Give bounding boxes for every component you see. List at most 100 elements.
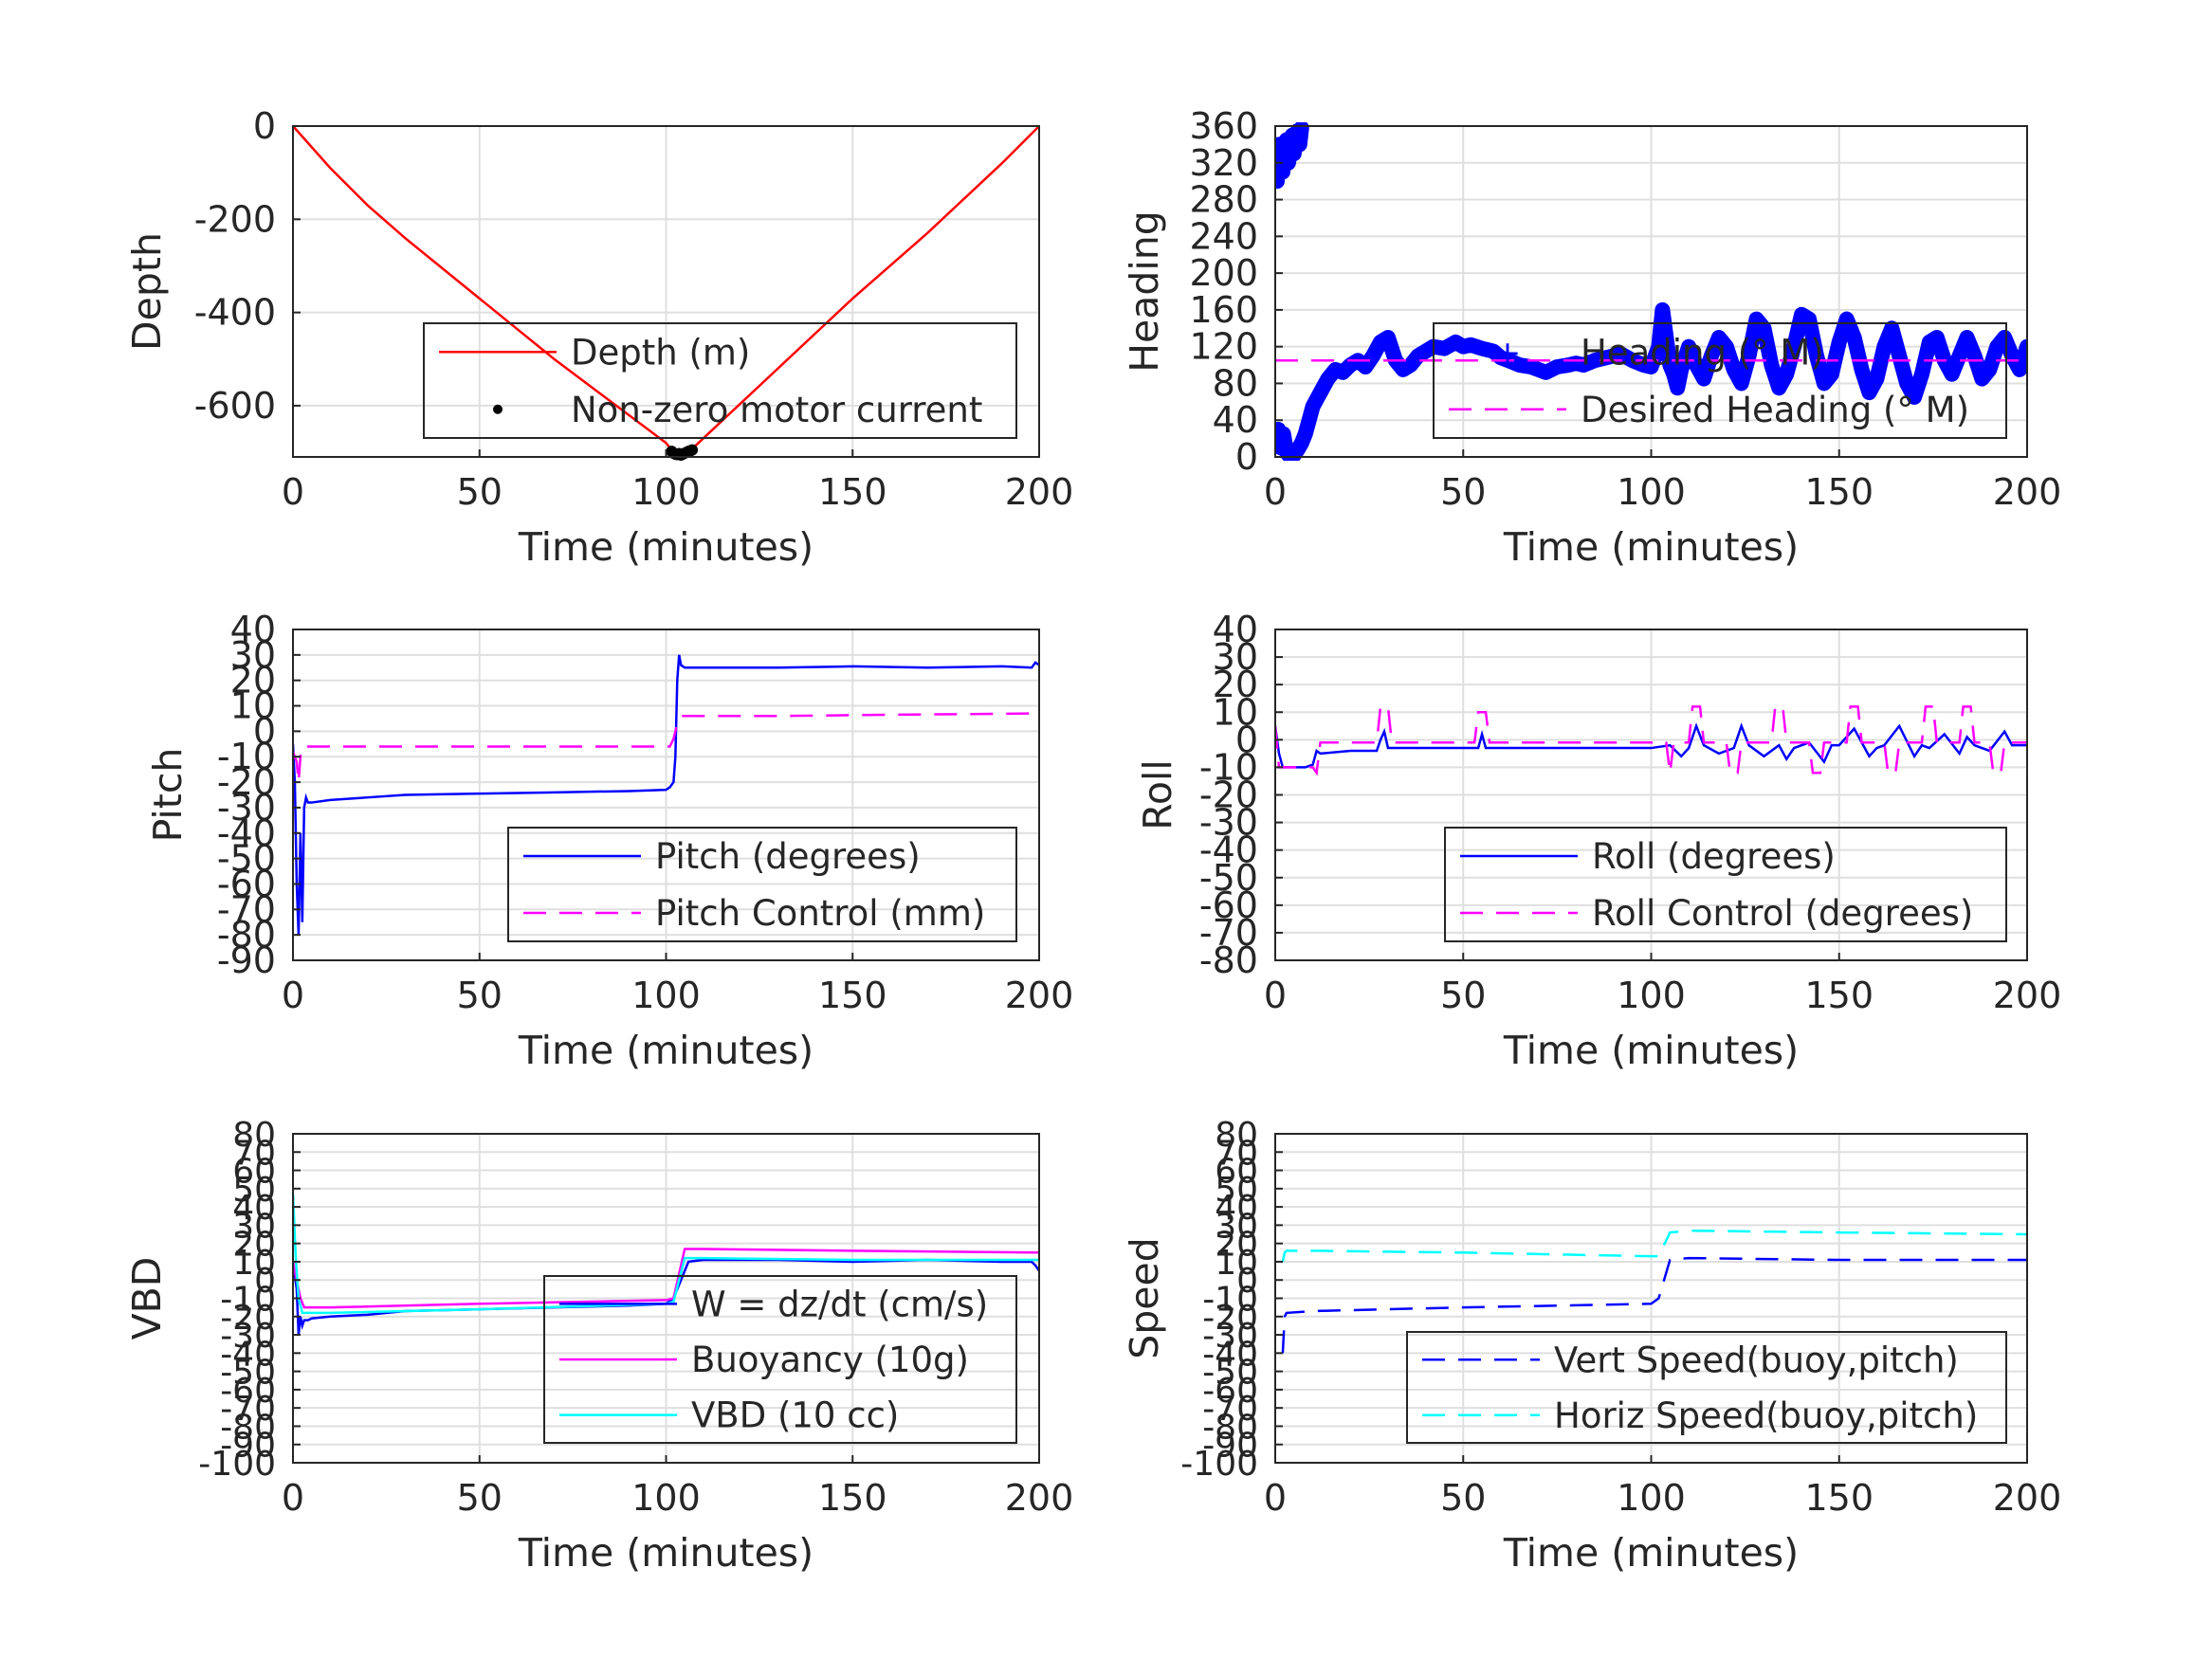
legend: W = dz/dt (cm/s) Buoyancy (10g) VBD (10 cc… [543,1275,1017,1444]
y-tick-label: -10 [1202,1281,1258,1320]
series-group [1275,122,2027,461]
y-tick-label: 360 [1189,105,1258,147]
y-tick-label: 30 [1215,1207,1258,1246]
y-tick-label: -30 [220,1317,276,1356]
y-tick-label: 40 [1213,399,1258,441]
x-tick-label: 200 [1993,1477,2062,1519]
x-tick-label: 100 [1617,471,1686,513]
x-tick-label: 200 [1005,975,1074,1016]
series-pitch-control-mm [293,712,1039,783]
series-group [293,654,1039,936]
series-group [1281,1229,2027,1354]
x-axis-label: Time (minutes) [518,1530,814,1576]
y-tick-label: -20 [217,761,276,803]
legend-label: VBD (10 cc) [691,1395,899,1436]
y-tick-label: 0 [1236,1262,1258,1301]
y-tick-label: -20 [220,1299,276,1338]
x-tick-label: 50 [457,975,503,1016]
chart-panel-heading: 0 50 100 150 20004080120160200240280320360Ti… [1122,105,2061,570]
legend-label: Roll (degrees) [1592,836,1836,877]
y-tick-label: 80 [232,1116,276,1155]
legend-box [543,1275,1017,1444]
y-tick-label: -70 [1202,1390,1258,1429]
legend-label: Buoyancy (10g) [691,1340,969,1380]
legend: + Heading (° M) Desired Heading (° M) [1433,322,2007,439]
y-tick-label: -10 [1199,746,1258,788]
legend: Depth (m) Non-zero motor current [423,322,1017,439]
y-tick-label: -90 [217,939,276,981]
x-tick-label: 100 [1617,1477,1686,1519]
x-tick-label: 150 [818,471,887,513]
y-tick-label: 50 [1215,1171,1258,1210]
series-pitch-degrees [293,654,1039,936]
y-tick-label: -30 [1202,1317,1258,1356]
x-tick-label: 200 [1993,975,2062,1016]
y-tick-label: 120 [1189,326,1258,368]
legend: Roll (degrees) Roll Control (degrees) [1444,827,2007,942]
y-tick-label: 40 [232,1189,276,1228]
x-tick-label: 150 [818,975,887,1016]
y-tick-label: 70 [232,1134,276,1173]
series-heading-m [1275,122,1309,190]
x-axis-label: Time (minutes) [1503,1530,1799,1576]
y-tick-label: 0 [253,105,276,147]
y-tick-label: -40 [1202,1335,1258,1374]
y-tick-label: -30 [1199,802,1258,844]
y-tick-label: -600 [194,385,276,427]
y-tick-label: 50 [232,1171,276,1210]
y-tick-label: 10 [1215,1244,1258,1283]
y-axis-label: Speed [1122,1237,1167,1359]
y-tick-label: 20 [1215,1226,1258,1265]
y-tick-label: 40 [1213,609,1258,650]
legend: Vert Speed(buoy,pitch) Horiz Speed(buoy,p… [1406,1331,2007,1444]
legend: Pitch (degrees) Pitch Control (mm) [507,827,1017,942]
legend-swatch [493,404,503,414]
legend-label: W = dz/dt (cm/s) [691,1284,988,1324]
y-tick-label: -30 [217,787,276,829]
legend-label: Pitch (degrees) [655,836,921,877]
y-tick-label: -60 [1199,884,1258,926]
y-tick-label: -40 [217,812,276,854]
y-tick-label: 60 [1215,1153,1258,1192]
legend-box [1406,1331,2007,1444]
chart-panel-depth: 0 50 100 150 200 0 -200 -400 -600 Time (minutes) D… [124,105,1073,570]
legend-label: Vert Speed(buoy,pitch) [1554,1340,1959,1380]
legend-label: Horiz Speed(buoy,pitch) [1554,1395,1978,1436]
y-tick-label: 0 [1235,719,1258,760]
legend-label: Roll Control (degrees) [1592,893,1973,934]
legend-swatch: + [1494,334,1522,372]
y-axis-label: VBD [124,1257,170,1340]
x-tick-label: 150 [1804,975,1874,1016]
x-axis-label: Time (minutes) [1503,1028,1799,1073]
y-tick-label: 70 [1215,1134,1258,1173]
x-tick-label: 200 [1993,471,2062,513]
y-tick-label: -10 [217,736,276,777]
legend-box [507,827,1017,942]
y-tick-label: -50 [220,1354,276,1393]
x-tick-label: 150 [1804,1477,1874,1519]
legend-label: Non-zero motor current [571,390,982,430]
y-tick-label: 160 [1189,289,1258,331]
chart-panel-speed: 0 50 100 150 20080706050403020100-10-20-30-4… [1122,1116,2061,1576]
y-tick-label: 20 [230,660,276,702]
y-tick-label: 280 [1189,179,1258,221]
y-tick-label: -400 [194,292,276,334]
y-tick-label: -40 [1199,830,1258,871]
legend-box [1433,322,2007,439]
y-tick-label: -20 [1202,1299,1258,1338]
y-tick-label: -10 [220,1281,276,1320]
y-tick-label: 10 [1213,691,1258,733]
x-tick-label: 0 [282,1477,304,1519]
y-tick-label: 240 [1189,215,1258,257]
y-tick-label: 60 [232,1153,276,1192]
series-vert-speed-buoy-pitch [1281,1256,2027,1354]
y-tick-label: 320 [1189,142,1258,184]
x-tick-label: 0 [1264,1477,1287,1519]
y-tick-label: -40 [220,1335,276,1374]
y-tick-label: -60 [220,1372,276,1411]
series-roll-control-degrees [1275,705,2027,776]
chart-panel-pitch: 0 50 100 150 200403020100-10-20-30-40-50-60-… [145,609,1073,1073]
y-tick-label: -100 [198,1445,276,1484]
y-axis-label: Pitch [145,748,191,843]
series-non-zero-motor-current-point [686,444,699,456]
